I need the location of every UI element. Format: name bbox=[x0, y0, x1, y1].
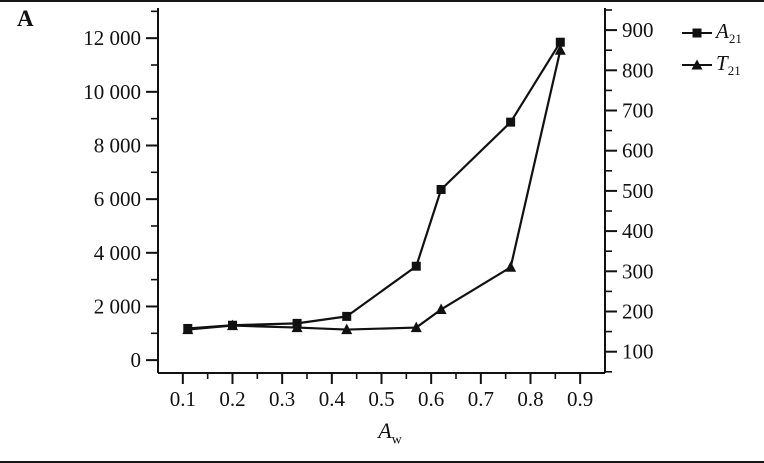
x-axis-tick-label: 0.5 bbox=[368, 387, 394, 411]
x-axis-tick-label: 0.8 bbox=[517, 387, 543, 411]
right-axis-tick-label: 800 bbox=[622, 58, 654, 82]
legend-label: A21 bbox=[716, 18, 742, 47]
series-line-t21 bbox=[187, 49, 562, 331]
right-axis-tick-label: 900 bbox=[622, 18, 654, 42]
legend-label-sub: 21 bbox=[728, 31, 742, 47]
legend-item-t21: T21 bbox=[681, 52, 742, 78]
x-axis-tick-label: 0.9 bbox=[567, 387, 593, 411]
data-point-triangle-t21 bbox=[182, 323, 194, 335]
data-point-triangle-t21 bbox=[554, 44, 566, 55]
legend-label-main: T bbox=[716, 50, 728, 75]
data-point-square-a21 bbox=[555, 37, 565, 47]
legend-item-a21: A21 bbox=[681, 20, 742, 46]
data-point-triangle-t21 bbox=[227, 319, 238, 331]
x-axis-title-sub: w bbox=[391, 432, 402, 448]
figure-border-top bbox=[0, 0, 764, 2]
legend: A21 T21 bbox=[681, 20, 742, 78]
right-axis-tick-label: 500 bbox=[622, 179, 654, 203]
right-axis-tick-label: 700 bbox=[622, 98, 654, 122]
x-axis-tick-label: 0.6 bbox=[418, 387, 444, 411]
legend-label: T21 bbox=[716, 50, 741, 79]
x-axis-tick-label: 0.1 bbox=[170, 387, 196, 411]
x-axis-title: Aw bbox=[330, 418, 450, 448]
left-axis-tick-label: 12 000 bbox=[83, 26, 141, 50]
legend-label-sub: 21 bbox=[727, 63, 741, 79]
left-axis-tick-label: 8 000 bbox=[94, 133, 141, 157]
panel-label: A bbox=[17, 6, 34, 31]
series-line-a21 bbox=[187, 41, 562, 330]
data-point-triangle-t21 bbox=[291, 321, 303, 333]
right-axis-tick-label: 300 bbox=[622, 259, 654, 283]
x-axis-tick-label: 0.2 bbox=[219, 387, 245, 411]
data-point-triangle-t21 bbox=[410, 321, 422, 333]
legend-symbol-triangle-icon bbox=[682, 59, 712, 70]
left-axis-tick-label: 6 000 bbox=[94, 187, 141, 211]
data-point-square-a21 bbox=[506, 117, 516, 127]
data-point-triangle-t21 bbox=[341, 323, 353, 335]
legend-symbol-square-icon bbox=[682, 28, 712, 38]
right-axis-tick-label: 400 bbox=[622, 219, 654, 243]
right-axis-tick-label: 100 bbox=[622, 340, 654, 364]
data-point-triangle-t21 bbox=[505, 261, 517, 272]
left-axis-tick-label: 10 000 bbox=[83, 80, 141, 104]
left-axis-tick-label: 2 000 bbox=[94, 294, 141, 318]
left-axis-tick-label: 0 bbox=[131, 348, 142, 372]
data-point-square-a21 bbox=[342, 311, 352, 321]
data-point-square-a21 bbox=[411, 261, 421, 271]
data-point-triangle-t21 bbox=[435, 303, 447, 314]
legend-label-main: A bbox=[716, 18, 729, 43]
x-axis-tick-label: 0.3 bbox=[269, 387, 295, 411]
x-axis-tick-label: 0.7 bbox=[468, 387, 494, 411]
x-axis-tick-label: 0.4 bbox=[319, 387, 346, 411]
right-axis-tick-label: 600 bbox=[622, 139, 654, 163]
figure-border-bottom bbox=[0, 461, 764, 463]
right-axis-tick-label: 200 bbox=[622, 299, 654, 323]
data-point-square-a21 bbox=[436, 184, 446, 194]
left-axis-tick-label: 4 000 bbox=[94, 241, 141, 265]
x-axis-title-main: A bbox=[378, 418, 392, 443]
